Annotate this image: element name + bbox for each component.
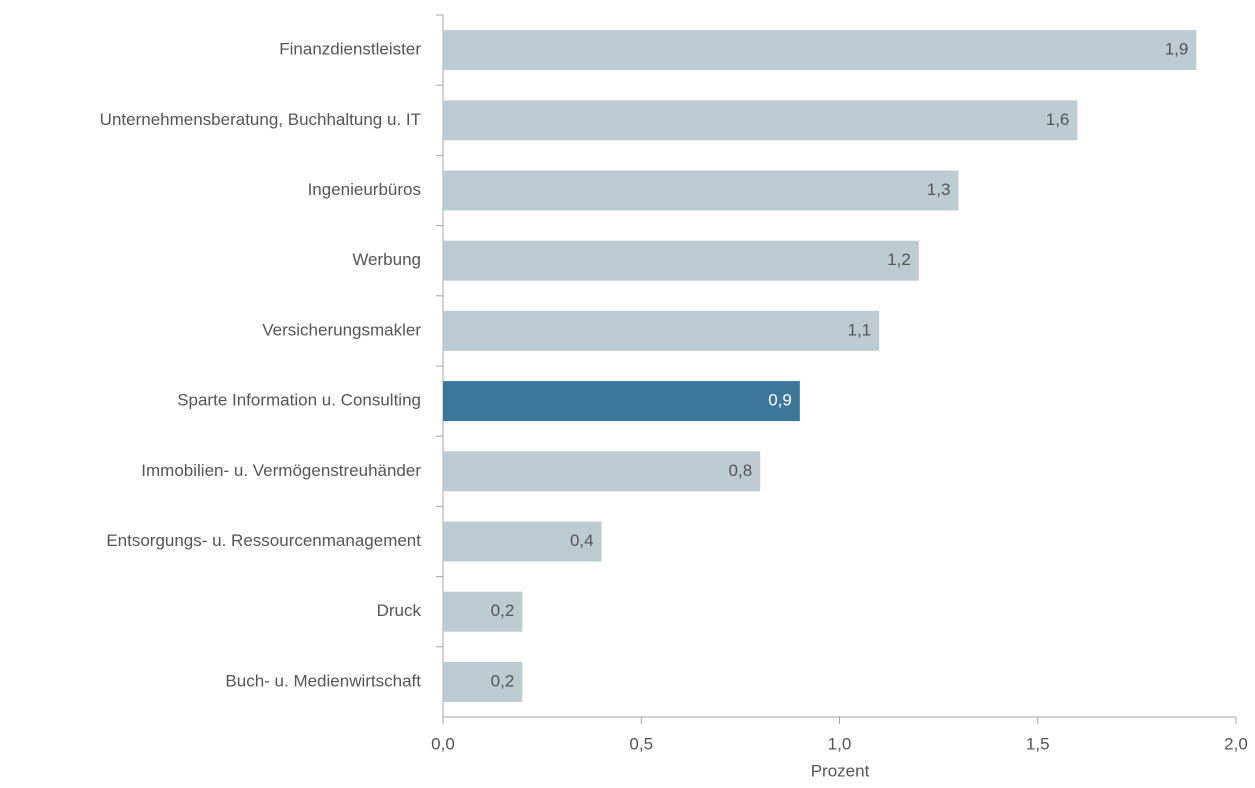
- y-tick-label: Unternehmensberatung, Buchhaltung u. IT: [100, 110, 421, 129]
- bar: [443, 100, 1078, 141]
- value-label: 1,6: [1046, 110, 1070, 129]
- y-tick-label: Werbung: [352, 250, 421, 269]
- bar: [443, 521, 602, 562]
- bar: [443, 310, 880, 351]
- x-tick-label: 2,0: [1224, 734, 1248, 753]
- y-tick-label: Sparte Information u. Consulting: [177, 391, 421, 410]
- value-label: 0,2: [491, 671, 515, 690]
- bar: [443, 381, 800, 422]
- bar: [443, 661, 523, 702]
- value-label: 1,2: [887, 250, 911, 269]
- y-tick-label: Immobilien- u. Vermögenstreuhänder: [141, 461, 421, 480]
- value-label: 0,2: [491, 601, 515, 620]
- x-tick-label: 0,5: [629, 734, 653, 753]
- x-tick-label: 0,0: [431, 734, 455, 753]
- x-axis-label: Prozent: [811, 761, 870, 780]
- y-tick-label: Finanzdienstleister: [279, 40, 421, 59]
- value-label: 1,1: [848, 320, 872, 339]
- bar: [443, 591, 523, 632]
- bar: [443, 30, 1197, 71]
- y-tick-label: Druck: [377, 601, 422, 620]
- value-label: 0,8: [729, 461, 753, 480]
- bar: [443, 451, 761, 492]
- x-tick-label: 1,0: [828, 734, 852, 753]
- y-tick-label: Entsorgungs- u. Ressourcenmanagement: [106, 531, 421, 550]
- value-label: 0,4: [570, 531, 594, 550]
- y-tick-label: Ingenieurbüros: [308, 180, 421, 199]
- y-tick-label: Buch- u. Medienwirtschaft: [225, 671, 421, 690]
- bar: [443, 170, 959, 211]
- bar: [443, 240, 919, 281]
- value-label: 1,3: [927, 180, 951, 199]
- y-tick-label: Versicherungsmakler: [262, 320, 421, 339]
- value-label: 1,9: [1165, 40, 1189, 59]
- value-label: 0,9: [768, 391, 792, 410]
- x-tick-label: 1,5: [1026, 734, 1050, 753]
